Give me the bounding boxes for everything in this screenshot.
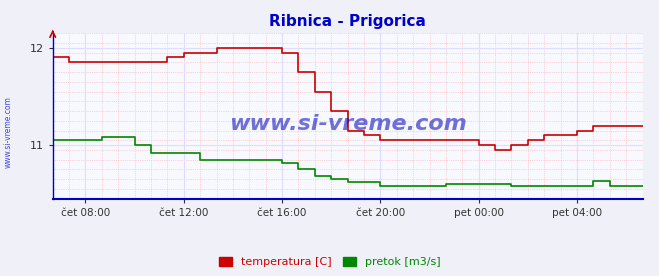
Title: Ribnica - Prigorica: Ribnica - Prigorica: [269, 14, 426, 29]
Text: www.si-vreme.com: www.si-vreme.com: [229, 114, 467, 134]
Legend: temperatura [C], pretok [m3/s]: temperatura [C], pretok [m3/s]: [215, 253, 444, 270]
Text: www.si-vreme.com: www.si-vreme.com: [3, 97, 13, 168]
